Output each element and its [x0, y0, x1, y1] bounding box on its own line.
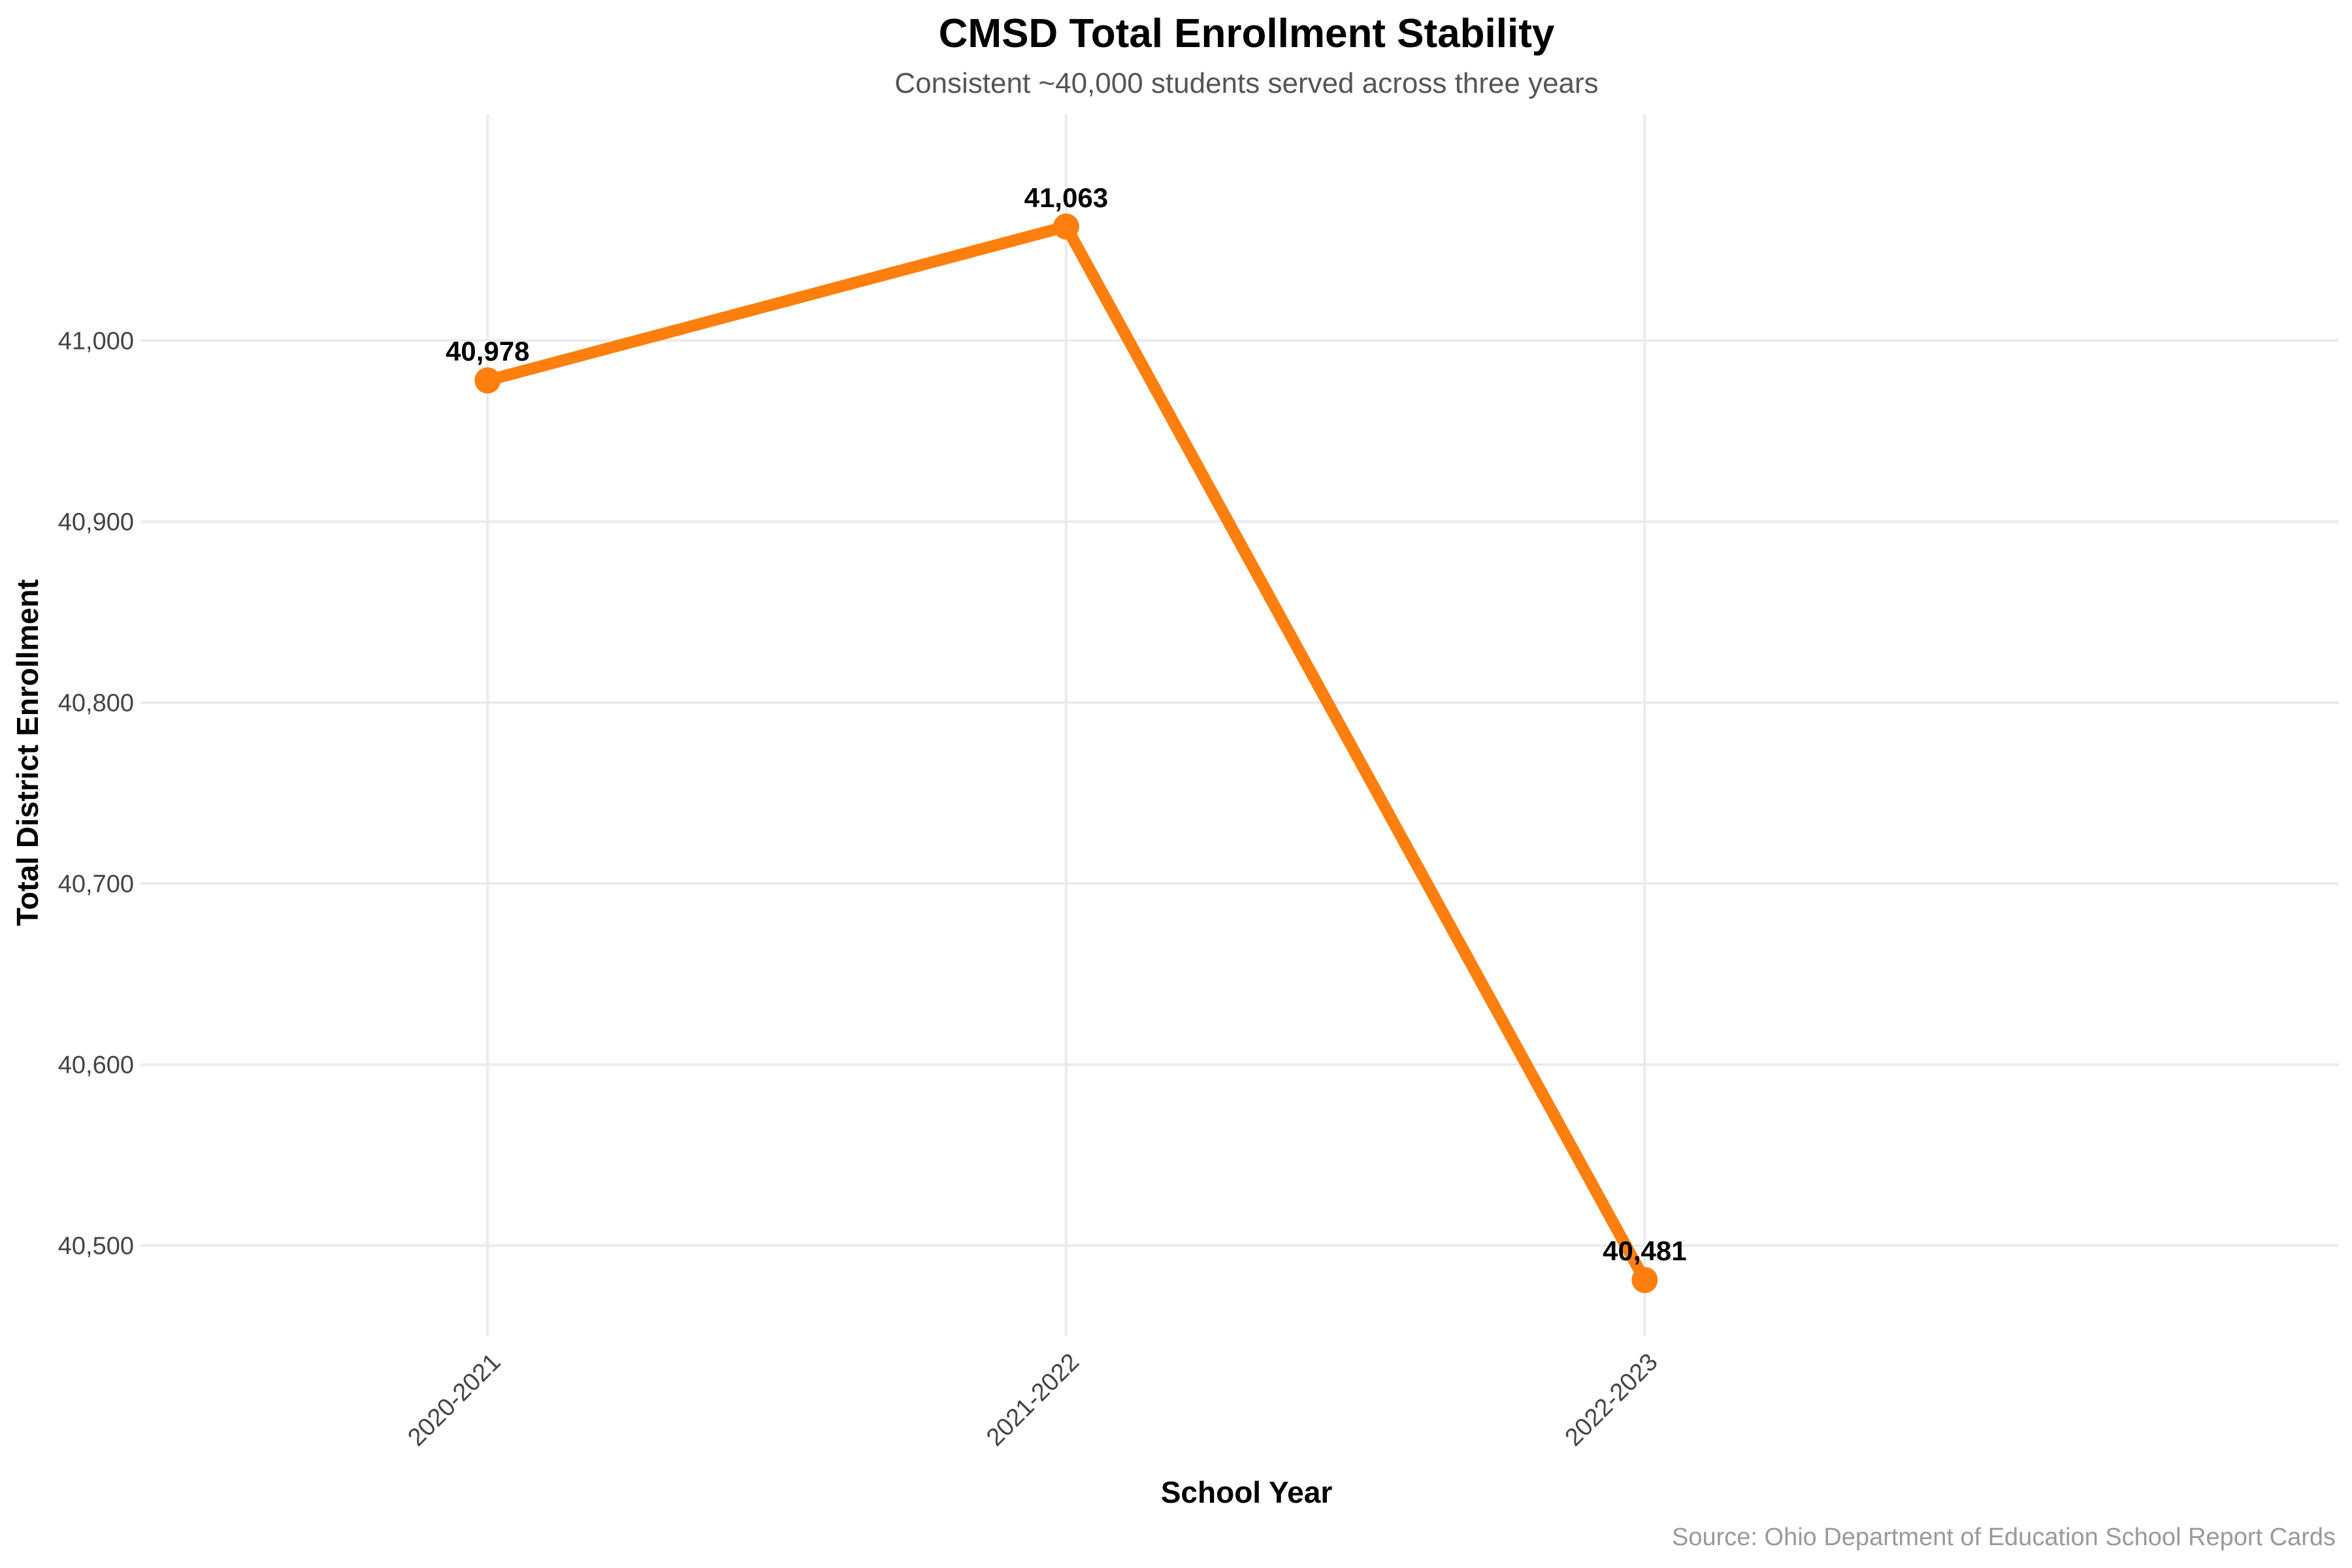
- data-label: 40,978: [446, 336, 529, 367]
- y-tick-label: 40,700: [58, 870, 134, 898]
- grid-layer: [140, 114, 2339, 1336]
- x-tick-label: 2021-2022: [981, 1348, 1085, 1452]
- data-point: [1053, 213, 1079, 240]
- y-tick-label: 40,600: [58, 1051, 134, 1079]
- source-caption: Source: Ohio Department of Education Sch…: [1672, 1524, 2336, 1551]
- y-tick-label: 40,800: [58, 689, 134, 717]
- x-tick-label: 2020-2021: [402, 1348, 506, 1452]
- x-axis-title: School Year: [1161, 1475, 1333, 1509]
- data-label: 40,481: [1603, 1235, 1686, 1266]
- y-axis-title: Total District Enrollment: [10, 580, 44, 926]
- data-point: [1631, 1267, 1658, 1294]
- chart-subtitle: Consistent ~40,000 students served acros…: [894, 67, 1598, 99]
- data-point: [474, 367, 501, 394]
- data-label: 41,063: [1024, 182, 1108, 213]
- label-layer: 40,978 41,063 40,481: [446, 182, 1687, 1266]
- y-tick-label: 40,900: [58, 508, 134, 536]
- y-tick-label: 41,000: [58, 327, 134, 355]
- y-tick-label: 40,500: [58, 1232, 134, 1260]
- chart-title: CMSD Total Enrollment Stability: [939, 11, 1555, 56]
- series-layer: [474, 213, 1658, 1294]
- x-tick-label: 2022-2023: [1560, 1348, 1663, 1452]
- tick-layer: 40,500 40,600 40,700 40,800 40,900 41,000 2020…: [58, 327, 1663, 1452]
